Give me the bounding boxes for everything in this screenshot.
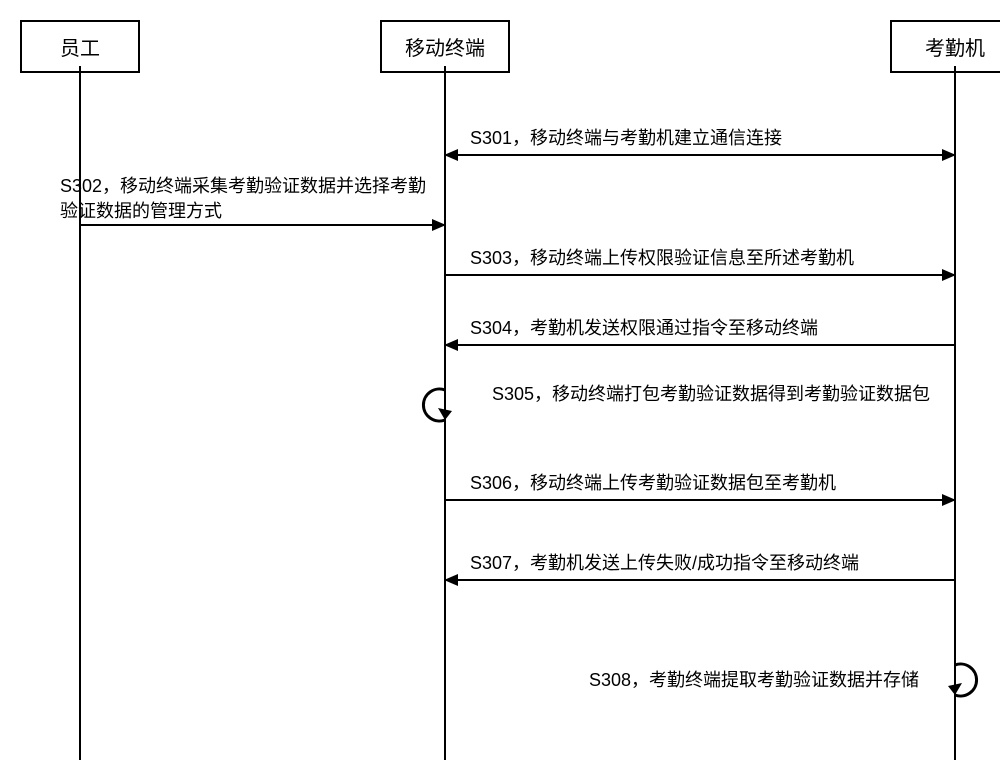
msg-s308-loop xyxy=(948,664,977,696)
msg-s305-loop xyxy=(423,389,452,421)
participant-machine-label: 考勤机 xyxy=(925,38,985,60)
msg-s304-text: S304，考勤机发送权限通过指令至移动终端 xyxy=(470,316,950,341)
participant-employee-label: 员工 xyxy=(60,38,100,60)
msg-s305-text: S305，移动终端打包考勤验证数据得到考勤验证数据包 xyxy=(492,382,962,407)
msg-s307-text: S307，考勤机发送上传失败/成功指令至移动终端 xyxy=(470,551,950,576)
msg-s306-text: S306，移动终端上传考勤验证数据包至考勤机 xyxy=(470,471,950,496)
lifeline-machine xyxy=(954,66,956,760)
msg-s301-text: S301，移动终端与考勤机建立通信连接 xyxy=(470,126,950,151)
msg-s303-text: S303，移动终端上传权限验证信息至所述考勤机 xyxy=(470,246,950,271)
msg-s308-text: S308，考勤终端提取考勤验证数据并存储 xyxy=(589,668,949,693)
participant-machine: 考勤机 xyxy=(890,20,1000,73)
lifeline-employee xyxy=(79,66,81,760)
lifeline-mobile xyxy=(444,66,446,760)
participant-mobile-label: 移动终端 xyxy=(405,38,485,60)
msg-s302-text: S302，移动终端采集考勤验证数据并选择考勤验证数据的管理方式 xyxy=(60,174,435,224)
